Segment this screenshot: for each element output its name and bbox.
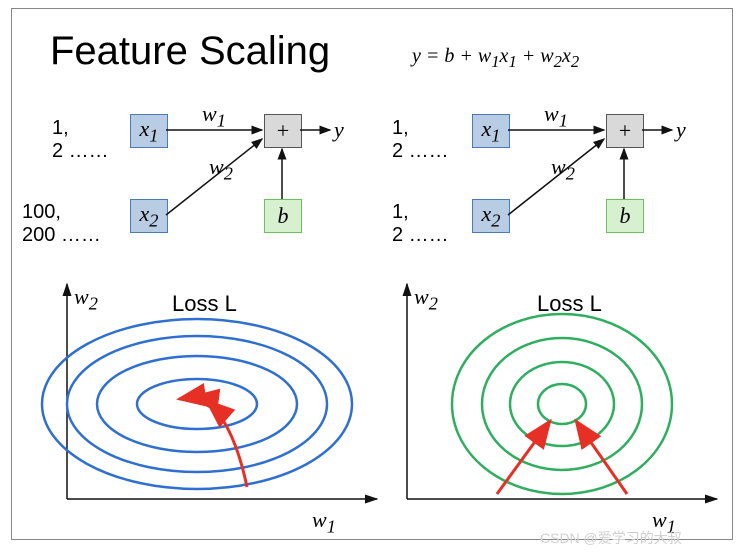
w2-axis-right: w2 [414,284,438,314]
loss-label-right: Loss L [537,291,602,317]
w1-axis-right: w1 [652,507,676,537]
contour-right [12,9,732,539]
slide: Feature Scaling y = b + w1x1 + w2x2 1, 2… [11,8,733,540]
